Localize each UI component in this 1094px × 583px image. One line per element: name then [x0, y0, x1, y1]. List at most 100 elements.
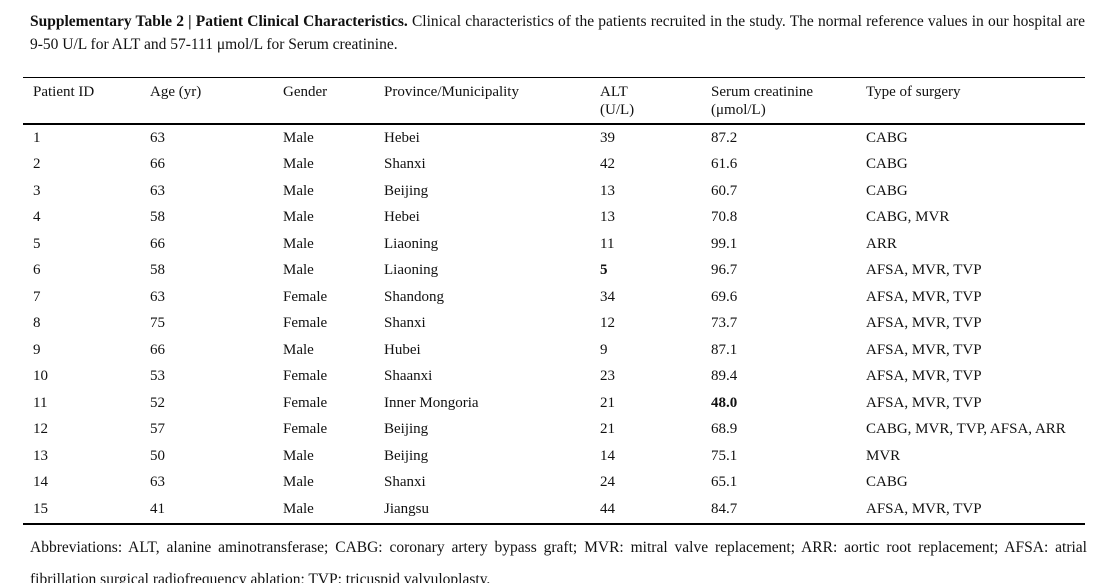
- cell-alt: 14: [600, 447, 615, 464]
- cell-creatinine: 99.1: [711, 235, 738, 252]
- cell-patient-id: 15: [33, 500, 48, 517]
- table-caption-title: Supplementary Table 2 | Patient Clinical…: [30, 13, 408, 30]
- table-row: 4 58 Male Hebei 13 70.8 CABG, MVR: [23, 205, 1085, 232]
- cell-age: 63: [150, 474, 165, 491]
- cell-gender: Male: [283, 182, 314, 199]
- cell-alt: 23: [600, 368, 615, 385]
- table-row: 5 66 Male Liaoning 11 99.1 ARR: [23, 231, 1085, 258]
- cell-province: Shanxi: [384, 474, 426, 491]
- cell-province: Beijing: [384, 421, 429, 438]
- column-header-province: Province/Municipality: [374, 77, 590, 125]
- column-header-surgery: Type of surgery: [856, 77, 1085, 125]
- cell-alt: 13: [600, 182, 615, 199]
- cell-gender: Male: [283, 341, 314, 358]
- cell-surgery: AFSA, MVR, TVP: [866, 341, 982, 358]
- cell-surgery: MVR: [866, 447, 901, 464]
- cell-gender: Female: [283, 421, 328, 438]
- cell-province: Shanxi: [384, 315, 426, 332]
- table-caption: Supplementary Table 2 | Patient Clinical…: [30, 10, 1085, 56]
- cell-surgery: CABG, MVR: [866, 209, 950, 226]
- cell-province: Liaoning: [384, 262, 439, 279]
- cell-province: Shaanxi: [384, 368, 433, 385]
- table-row: 6 58 Male Liaoning 5 96.7 AFSA, MVR, TVP: [23, 258, 1085, 285]
- cell-age: 63: [150, 288, 165, 305]
- cell-patient-id: 11: [33, 394, 48, 411]
- cell-creatinine: 60.7: [711, 182, 738, 199]
- cell-patient-id: 1: [33, 129, 41, 146]
- cell-alt: 13: [600, 209, 615, 226]
- cell-province: Shanxi: [384, 156, 426, 173]
- cell-surgery: AFSA, MVR, TVP: [866, 394, 982, 411]
- cell-province: Shandong: [384, 288, 444, 305]
- cell-patient-id: 8: [33, 315, 41, 332]
- cell-creatinine: 75.1: [711, 447, 738, 464]
- cell-province: Inner Mongoria: [384, 394, 479, 411]
- cell-alt: 11: [600, 235, 615, 252]
- cell-age: 57: [150, 421, 165, 438]
- table-row: 9 66 Male Hubei 9 87.1 AFSA, MVR, TVP: [23, 337, 1085, 364]
- cell-province: Hebei: [384, 129, 420, 146]
- cell-gender: Male: [283, 474, 314, 491]
- cell-alt: 9: [600, 341, 608, 358]
- cell-province: Jiangsu: [384, 500, 429, 517]
- cell-alt: 34: [600, 288, 615, 305]
- table-row: 12 57 Female Beijing 21 68.9 CABG, MVR, TVP, A…: [23, 417, 1085, 444]
- cell-alt: 44: [600, 500, 615, 517]
- cell-creatinine: 65.1: [711, 474, 738, 491]
- cell-province: Liaoning: [384, 235, 439, 252]
- cell-patient-id: 6: [33, 262, 41, 279]
- cell-creatinine: 87.1: [711, 341, 738, 358]
- table-row: 10 53 Female Shaanxi 23 89.4 AFSA, MVR, TVP: [23, 364, 1085, 391]
- table-row: 14 63 Male Shanxi 24 65.1 CABG: [23, 470, 1085, 497]
- cell-patient-id: 2: [33, 156, 41, 173]
- cell-surgery: CABG: [866, 156, 908, 173]
- cell-gender: Female: [283, 288, 328, 305]
- cell-creatinine: 69.6: [711, 288, 738, 305]
- cell-age: 58: [150, 262, 165, 279]
- cell-surgery: AFSA, MVR, TVP: [866, 288, 982, 305]
- cell-age: 63: [150, 182, 165, 199]
- cell-creatinine: 96.7: [711, 262, 738, 279]
- cell-province: Beijing: [384, 447, 429, 464]
- cell-patient-id: 10: [33, 368, 48, 385]
- cell-creatinine: 70.8: [711, 209, 738, 226]
- table-body: 1 63 Male Hebei 39 87.2 CABG 2 66 Male Shanxi 42 61.…: [23, 124, 1085, 524]
- column-header-gender: Gender: [273, 77, 374, 125]
- table-header: Patient ID Age (yr) Gender Province/Muni…: [23, 77, 1085, 125]
- cell-patient-id: 14: [33, 474, 48, 491]
- table-row: 13 50 Male Beijing 14 75.1 MVR: [23, 443, 1085, 470]
- patient-characteristics-table: Patient ID Age (yr) Gender Province/Muni…: [23, 77, 1085, 525]
- table-row: 11 52 Female Inner Mongoria 21 48.0 AFSA, MVR,…: [23, 390, 1085, 417]
- column-header-creatinine: Serum creatinine (μmol/L): [701, 77, 856, 125]
- cell-patient-id: 12: [33, 421, 48, 438]
- cell-patient-id: 4: [33, 209, 41, 226]
- cell-creatinine: 84.7: [711, 500, 738, 517]
- cell-surgery: CABG: [866, 182, 908, 199]
- cell-age: 63: [150, 129, 165, 146]
- cell-surgery: CABG: [866, 129, 908, 146]
- table-row: 15 41 Male Jiangsu 44 84.7 AFSA, MVR, TVP: [23, 496, 1085, 524]
- cell-alt: 12: [600, 315, 615, 332]
- column-header-alt: ALT (U/L): [590, 77, 701, 125]
- cell-surgery: AFSA, MVR, TVP: [866, 315, 982, 332]
- cell-alt: 21: [600, 394, 615, 411]
- column-header-age: Age (yr): [140, 77, 273, 125]
- cell-gender: Male: [283, 262, 314, 279]
- cell-surgery: CABG: [866, 474, 908, 491]
- cell-alt: 21: [600, 421, 615, 438]
- table-header-row: Patient ID Age (yr) Gender Province/Muni…: [23, 77, 1085, 125]
- cell-age: 53: [150, 368, 165, 385]
- cell-alt: 42: [600, 156, 615, 173]
- cell-age: 66: [150, 235, 165, 252]
- cell-age: 50: [150, 447, 165, 464]
- cell-gender: Male: [283, 156, 314, 173]
- cell-gender: Male: [283, 235, 314, 252]
- cell-patient-id: 5: [33, 235, 41, 252]
- table-row: 3 63 Male Beijing 13 60.7 CABG: [23, 178, 1085, 205]
- cell-gender: Female: [283, 394, 328, 411]
- cell-surgery: CABG, MVR, TVP, AFSA, ARR: [866, 421, 1066, 438]
- column-header-patient-id: Patient ID: [23, 77, 140, 125]
- cell-alt: 24: [600, 474, 615, 491]
- cell-surgery: AFSA, MVR, TVP: [866, 262, 982, 279]
